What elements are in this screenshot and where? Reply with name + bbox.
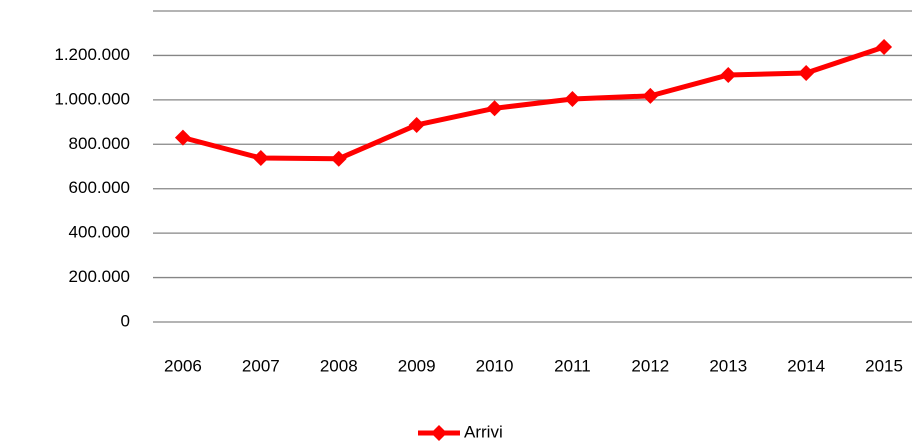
point-marker — [720, 66, 737, 83]
point-marker — [408, 116, 425, 133]
x-tick-label: 2007 — [242, 356, 280, 375]
x-tick-label: 2008 — [320, 356, 358, 375]
y-tick-label: 200.000 — [69, 267, 130, 286]
point-marker — [252, 150, 269, 167]
y-tick-label: 0 — [121, 311, 130, 330]
x-tick-label: 2013 — [709, 356, 747, 375]
series-line — [182, 44, 885, 162]
point-marker — [642, 87, 659, 104]
x-tick-label: 2014 — [787, 356, 825, 375]
point-marker — [876, 38, 893, 55]
y-tick-label: 1.000.000 — [54, 89, 130, 108]
x-tick-label: 2009 — [398, 356, 436, 375]
legend-label: Arrivi — [464, 422, 503, 441]
point-marker — [486, 100, 503, 117]
point-marker — [174, 129, 191, 146]
point-marker — [564, 90, 581, 107]
x-tick-label: 2012 — [631, 356, 669, 375]
x-tick-label: 2011 — [554, 356, 591, 375]
x-tick-label: 2006 — [164, 356, 202, 375]
y-tick-label: 800.000 — [69, 134, 130, 153]
x-tick-label: 2010 — [476, 356, 514, 375]
x-tick-label: 2015 — [865, 356, 903, 375]
point-marker — [798, 64, 815, 81]
y-tick-label: 1.200.000 — [54, 45, 130, 64]
y-tick-label: 400.000 — [69, 223, 130, 242]
legend-marker — [431, 425, 447, 441]
point-marker — [330, 150, 347, 167]
y-tick-label: 600.000 — [69, 178, 130, 197]
